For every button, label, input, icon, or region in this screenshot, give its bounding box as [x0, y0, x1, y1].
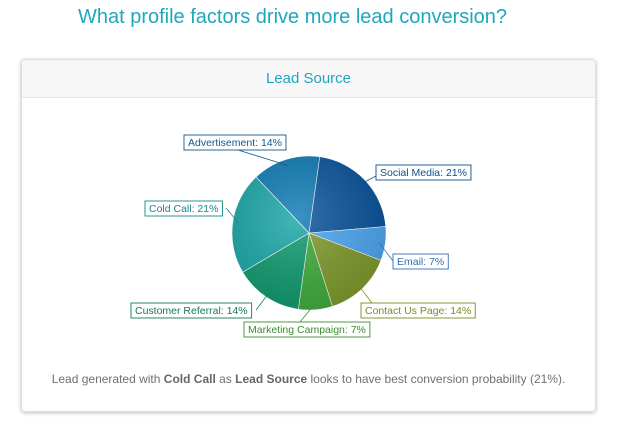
slice-label-text: Email: 7% — [397, 256, 444, 268]
connector-line — [378, 242, 394, 262]
slice-label-text: Marketing Campaign: 7% — [248, 324, 366, 336]
label-connectors — [225, 149, 394, 323]
slice-label: Contact Us Page: 14% — [360, 302, 476, 319]
slice-label-box — [375, 164, 472, 181]
connector-line — [237, 149, 288, 166]
pie-slice-social-media[interactable] — [308, 156, 387, 234]
slice-label: Email: 7% — [392, 253, 449, 270]
slice-labels: Social Media: 21% Email: 7% Contact Us Pag… — [130, 134, 476, 338]
slice-label: Marketing Campaign: 7% — [243, 321, 371, 338]
slice-label-text: Contact Us Page: 14% — [365, 305, 471, 317]
connector-line — [299, 303, 316, 323]
insight-value: Cold Call — [163, 372, 216, 386]
slice-label-text: Customer Referral: 14% — [135, 305, 248, 317]
page-title: What profile factors drive more lead con… — [77, 6, 508, 28]
connector-line — [255, 291, 270, 311]
pie-slices — [231, 155, 387, 311]
connector-line — [360, 175, 377, 185]
insight-prefix: Lead generated with — [51, 372, 164, 386]
slice-label-box — [360, 302, 476, 319]
slice-label-text: Cold Call: 21% — [149, 203, 218, 215]
insight-suffix: looks to have best conversion probabilit… — [307, 372, 566, 386]
slice-label: Cold Call: 21% — [144, 200, 223, 217]
slice-label: Social Media: 21% — [375, 164, 472, 181]
slice-label-box — [392, 253, 449, 270]
slice-label-box — [144, 200, 223, 217]
slice-label-text: Advertisement: 14% — [188, 137, 282, 149]
slice-label: Customer Referral: 14% — [130, 302, 253, 319]
insight-text: Lead generated with Cold Call as Lead So… — [0, 372, 617, 386]
slice-label: Advertisement: 14% — [183, 134, 287, 151]
slice-label-text: Social Media: 21% — [380, 167, 467, 179]
slice-label-box — [243, 321, 371, 338]
insight-field: Lead Source — [235, 372, 308, 386]
slice-label-box — [183, 134, 287, 151]
connector-line — [357, 284, 373, 304]
insight-middle: as — [215, 372, 236, 386]
connector-line — [225, 207, 239, 224]
card-header: Lead Source — [22, 60, 595, 98]
slice-label-box — [130, 302, 253, 319]
